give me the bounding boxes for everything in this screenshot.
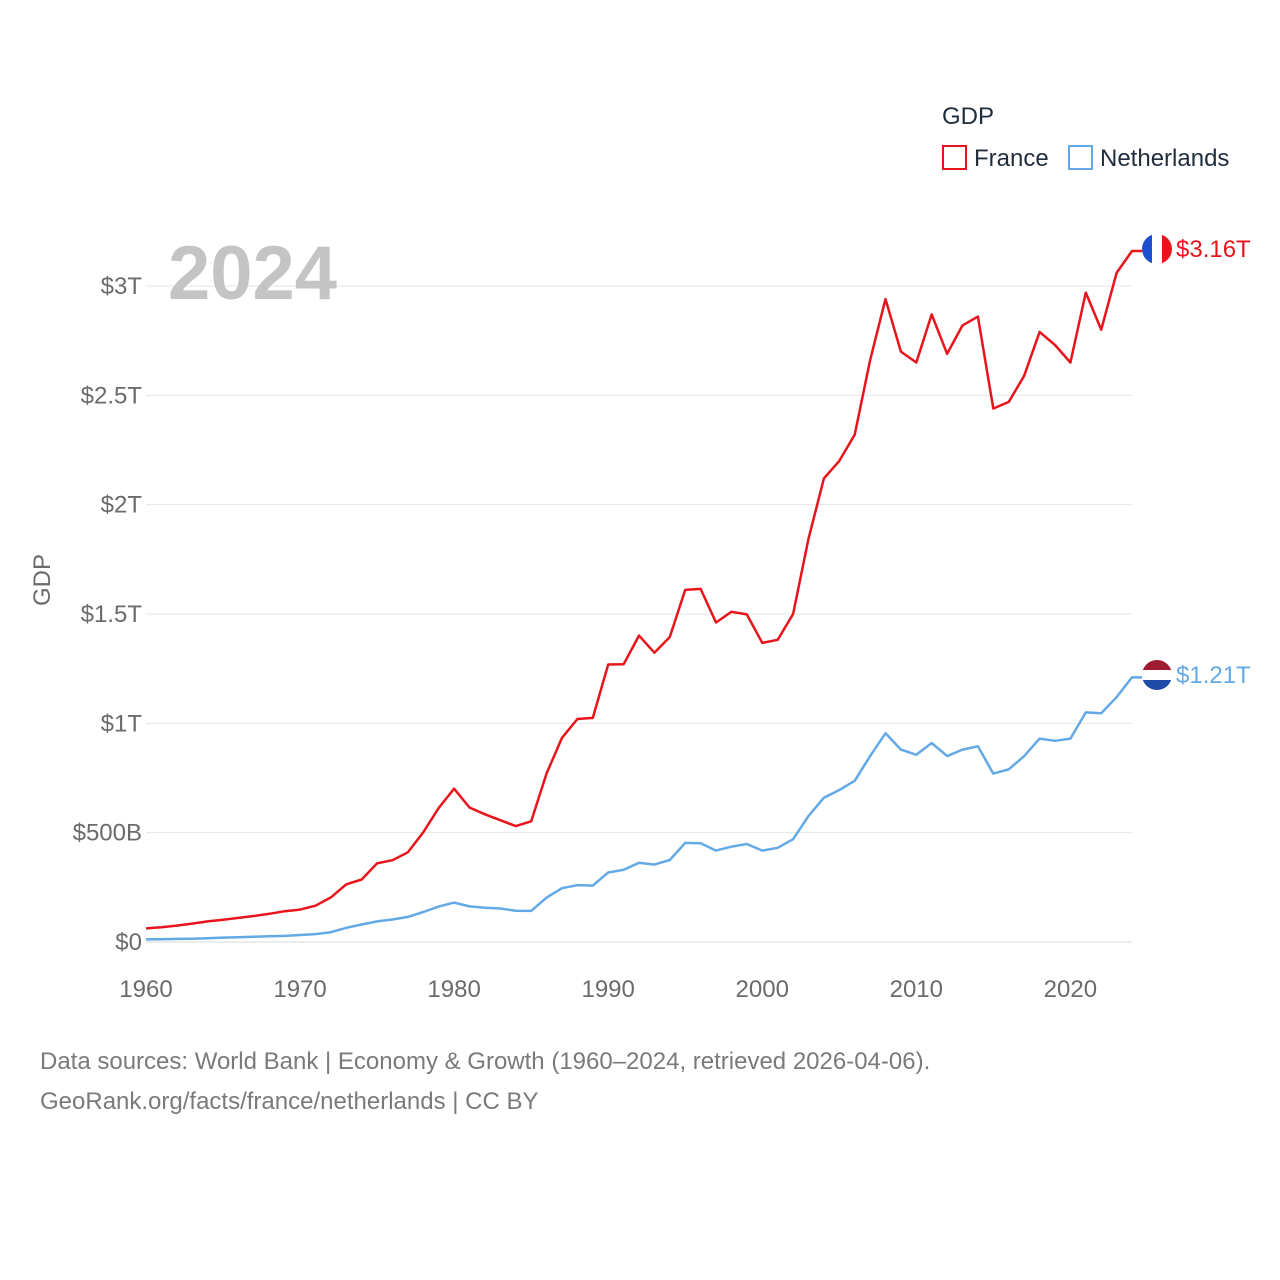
x-tick-label: 1960 (119, 976, 172, 1003)
gridlines (146, 285, 1132, 943)
legend-swatch-netherlands[interactable] (1068, 145, 1093, 170)
gdp-line-chart: $0$500B$1T$1.5T$2T$2.5T$3T 1960 1970 1980 1… (29, 103, 1251, 1003)
end-label-france: $3.16T (1176, 236, 1251, 263)
france-flag-icon (1142, 234, 1172, 264)
y-tick-label: $1T (101, 710, 143, 737)
x-tick-label: 2000 (736, 976, 789, 1003)
y-tick-label: $2T (101, 492, 143, 519)
year-watermark: 2024 (168, 231, 337, 316)
legend-label-netherlands[interactable]: Netherlands (1100, 145, 1229, 172)
y-tick-label: $1.5T (81, 601, 143, 628)
netherlands-flag-icon (1142, 660, 1172, 690)
x-tick-label: 1970 (273, 976, 326, 1003)
end-label-netherlands: $1.21T (1176, 662, 1251, 689)
series-line-france[interactable] (145, 249, 1142, 930)
footer-sources: Data sources: World Bank | Economy & Gro… (40, 1048, 931, 1075)
y-tick-label: $500B (73, 820, 142, 847)
legend-title: GDP (942, 103, 994, 130)
x-tick-label: 1980 (427, 976, 480, 1003)
footer-license: GeoRank.org/facts/france/netherlands | C… (40, 1088, 539, 1115)
x-tick-label: 1990 (581, 976, 634, 1003)
y-axis-label: GDP (29, 554, 56, 606)
x-tick-label: 2020 (1044, 976, 1097, 1003)
footer: Data sources: World Bank | Economy & Gro… (40, 1042, 930, 1122)
series-lines (145, 249, 1142, 941)
y-tick-label: $2.5T (81, 382, 143, 409)
x-tick-label: 2010 (890, 976, 943, 1003)
y-tick-label: $0 (115, 929, 142, 956)
y-axis: $0 $500B $1T $1.5T $2T $2.5T $3T (73, 273, 143, 956)
legend-label-france[interactable]: France (974, 145, 1049, 172)
legend-swatch-france[interactable] (942, 145, 967, 170)
series-line-netherlands[interactable] (145, 676, 1142, 941)
legend: GDP France Netherlands (942, 103, 1229, 172)
y-tick-label: $3T (101, 273, 143, 300)
x-axis: 1960 1970 1980 1990 2000 2010 2020 (119, 976, 1097, 1003)
